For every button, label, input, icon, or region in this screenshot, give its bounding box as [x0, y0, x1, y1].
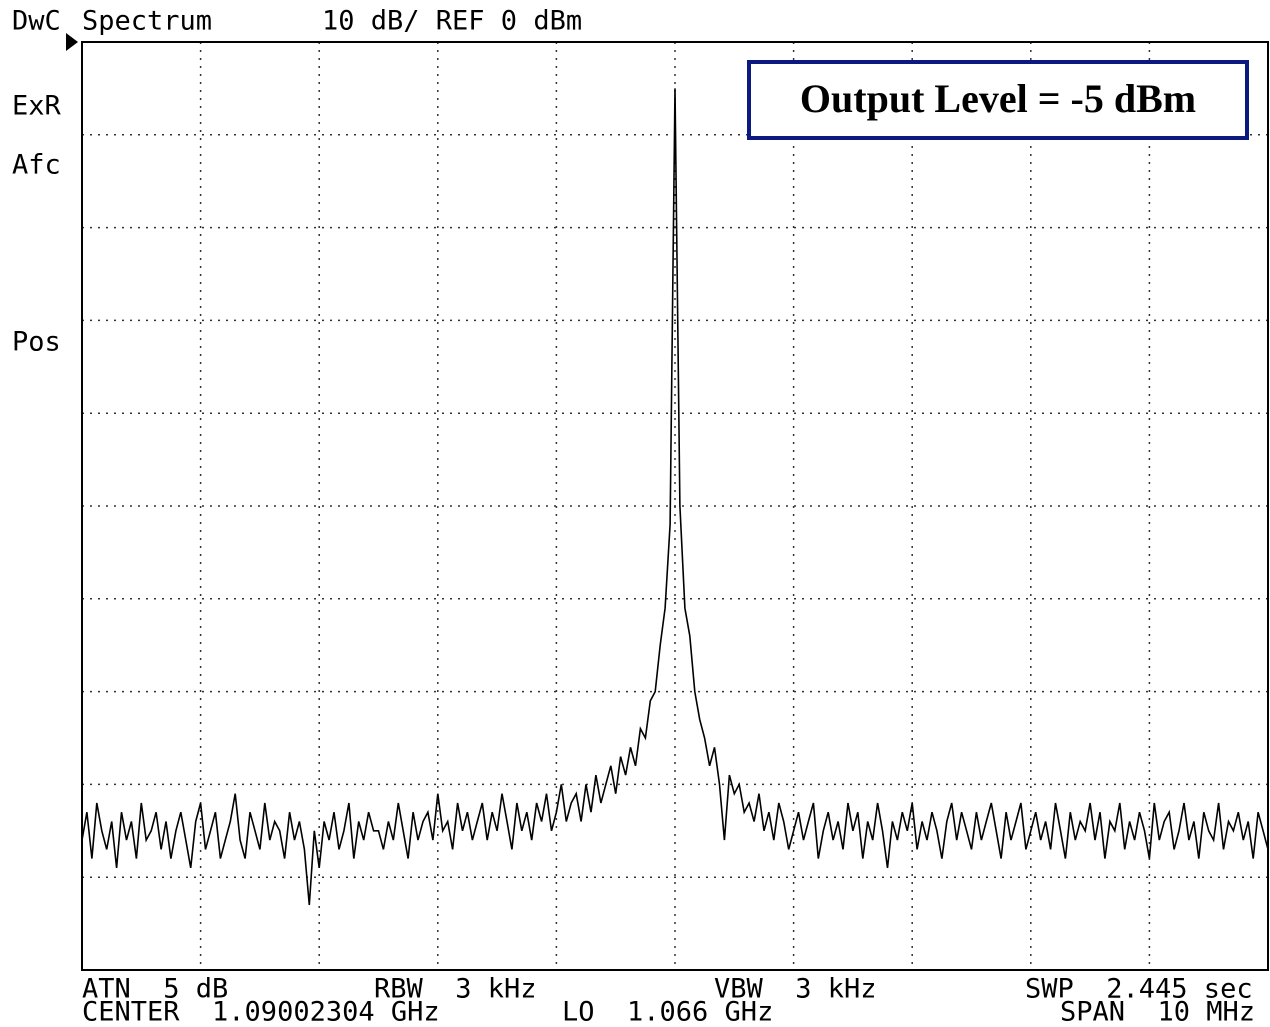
status-label: Afc [12, 150, 61, 181]
annotation-box [747, 60, 1249, 140]
status-label: DwC [12, 6, 61, 37]
annotation: Output Level = -5 dBm [800, 76, 1196, 121]
footer-label: SPAN 10 MHz [1060, 997, 1255, 1027]
footer-label: ATN 5 dB [82, 974, 228, 1005]
footer-label: CENTER 1.09002304 GHz [82, 997, 440, 1027]
status-label: Pos [12, 327, 61, 358]
footer-label: VBW 3 kHz [714, 974, 877, 1005]
trace [81, 88, 1269, 906]
footer-label: RBW 3 kHz [374, 974, 537, 1005]
plot-frame [81, 41, 1269, 971]
footer-label: LO 1.066 GHz [562, 997, 773, 1027]
chart-title: Spectrum [82, 6, 212, 37]
scale-label: 10 dB/ REF 0 dBm [322, 6, 582, 37]
ref-marker [66, 33, 78, 51]
status-label: ExR [12, 91, 62, 122]
footer-label: SWP 2.445 sec [1025, 974, 1253, 1005]
